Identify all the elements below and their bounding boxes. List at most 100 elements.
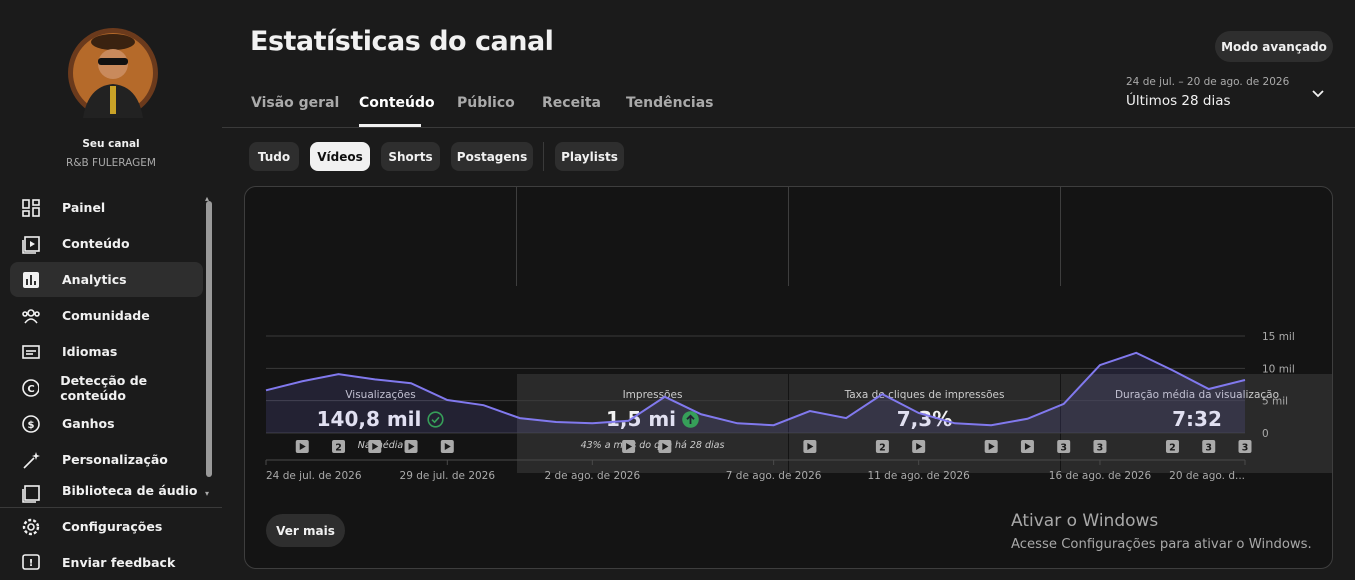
advanced-mode-button[interactable]: Modo avançado — [1215, 31, 1333, 62]
divider — [0, 507, 222, 508]
scrollbar[interactable] — [206, 201, 212, 477]
divider — [222, 127, 1355, 128]
tab[interactable]: Receita — [542, 95, 602, 111]
nav-icon: C — [22, 378, 40, 397]
analytics-card: Visualizações 140,8 mil Na média Impress… — [244, 186, 1333, 569]
metric-label: Duração média da visualização — [1114, 389, 1280, 401]
nav-label: Comunidade — [62, 308, 150, 323]
period[interactable]: Últimos 28 dias — [1126, 93, 1231, 109]
metric-tab-selected[interactable]: Visualizações 140,8 mil Na média — [245, 374, 516, 473]
metric-value: 1,5 mi — [605, 407, 677, 431]
area-fill — [266, 352, 1245, 433]
play-icon — [299, 443, 306, 450]
metric-value: 140,8 mil — [316, 407, 422, 431]
nav-label: Enviar feedback — [62, 555, 176, 570]
y-tick-label: 15 mil — [1262, 331, 1295, 343]
nav-item[interactable]: ! Enviar feedback — [10, 545, 203, 580]
metric-tab[interactable]: Taxa de cliques de impressões 7,3% — [789, 374, 1060, 473]
svg-text:$: $ — [28, 420, 35, 431]
nav-icon: $ — [22, 414, 40, 433]
x-tick-label: 2 de ago. de 2026 — [544, 470, 640, 482]
nav-icon — [22, 235, 40, 254]
metric-label: Taxa de cliques de impressões — [844, 389, 1005, 401]
nav-icon — [22, 308, 40, 324]
tab[interactable]: Público — [457, 95, 515, 111]
nav-item[interactable]: $ Ganhos — [10, 406, 203, 441]
upload-count: 3 — [1060, 443, 1067, 454]
check-icon — [427, 410, 444, 428]
filter-chip-selected[interactable]: Vídeos — [310, 142, 370, 171]
nav-item-selected[interactable]: Analytics — [10, 262, 203, 297]
date-range[interactable]: 24 de jul. – 20 de ago. de 2026 — [1126, 76, 1290, 88]
filter-chip[interactable]: Playlists — [555, 142, 624, 171]
divider — [543, 142, 544, 171]
divider — [1060, 187, 1061, 286]
nav-item[interactable]: Personalização — [10, 442, 203, 477]
nav-item[interactable]: Configurações — [10, 509, 203, 544]
nav-item[interactable]: Idiomas — [10, 334, 203, 369]
upload-count: 2 — [1169, 443, 1176, 454]
nav-item[interactable]: Comunidade — [10, 298, 203, 333]
nav-icon: ! — [22, 553, 40, 570]
upload-marker — [875, 440, 889, 453]
x-tick-label: 16 de ago. de 2026 — [1049, 470, 1152, 482]
nav-item[interactable]: Conteúdo — [10, 226, 203, 261]
channel-avatar[interactable] — [68, 28, 158, 118]
y-tick-label: 5 mil — [1262, 396, 1288, 408]
tab-selected[interactable]: Conteúdo — [359, 95, 435, 111]
upload-marker — [1238, 440, 1252, 453]
sidebar: Seu canal R&B FULERAGEM ▴ ▾ Painel Conte… — [0, 0, 222, 571]
y-tick-label: 10 mil — [1262, 363, 1295, 375]
play-icon — [372, 443, 379, 450]
divider — [516, 187, 517, 286]
play-icon — [1024, 443, 1031, 450]
nav-icon — [23, 271, 39, 288]
channel-label: Seu canal — [82, 138, 140, 150]
svg-text:C: C — [27, 384, 34, 395]
nav-icon — [22, 518, 40, 535]
upload-marker — [332, 440, 346, 453]
upload-count: 3 — [1097, 443, 1104, 454]
nav-label: Biblioteca de áudio — [62, 483, 198, 498]
metric-tab[interactable]: Duração média da visualização 7:32 — [1061, 374, 1332, 473]
more-button[interactable]: Ver mais — [266, 514, 345, 547]
nav-icon — [22, 344, 40, 359]
metric-label: Visualizações — [345, 389, 416, 401]
upload-marker — [1202, 440, 1216, 453]
line — [265, 351, 1246, 427]
filter-chip[interactable]: Tudo — [249, 142, 299, 171]
scroll-down[interactable]: ▾ — [205, 489, 210, 498]
nav-item[interactable]: Biblioteca de áudio — [10, 478, 203, 508]
metric-note: 43% a mais do que há 28 dias — [580, 440, 725, 451]
tab[interactable]: Tendências — [626, 95, 714, 111]
divider — [788, 187, 789, 286]
nav-label: Conteúdo — [62, 236, 130, 251]
play-icon — [807, 443, 814, 450]
x-tick-label: 29 de jul. de 2026 — [400, 470, 496, 482]
nav-label: Painel — [62, 200, 106, 215]
upload-marker — [1165, 440, 1179, 453]
tab-underline — [359, 124, 421, 127]
play-icon — [408, 443, 415, 450]
play-icon — [916, 443, 923, 450]
nav-label: Analytics — [62, 272, 127, 287]
upload-count: 3 — [1242, 443, 1249, 454]
y-tick-label: 0 — [1262, 428, 1269, 440]
dropdown-chevron[interactable] — [1311, 89, 1325, 99]
filter-chip[interactable]: Postagens — [451, 142, 533, 171]
nav-icon — [23, 451, 40, 469]
nav-item[interactable]: Painel — [10, 190, 203, 225]
watermark-text: Acesse Configurações para ativar o Windo… — [1011, 537, 1312, 552]
x-tick-label: 11 de ago. de 2026 — [867, 470, 970, 482]
filter-chip[interactable]: Shorts — [381, 142, 440, 171]
scroll-up[interactable]: ▴ — [205, 194, 210, 203]
nav-icon — [22, 198, 40, 217]
nav-label: Personalização — [62, 452, 168, 467]
nav-item[interactable]: C Detecção de conteúdo — [10, 370, 203, 405]
play-icon — [626, 443, 633, 450]
tab[interactable]: Visão geral — [251, 95, 340, 111]
svg-text:!: ! — [29, 558, 34, 569]
play-icon — [444, 443, 451, 450]
nav-icon — [22, 485, 40, 503]
